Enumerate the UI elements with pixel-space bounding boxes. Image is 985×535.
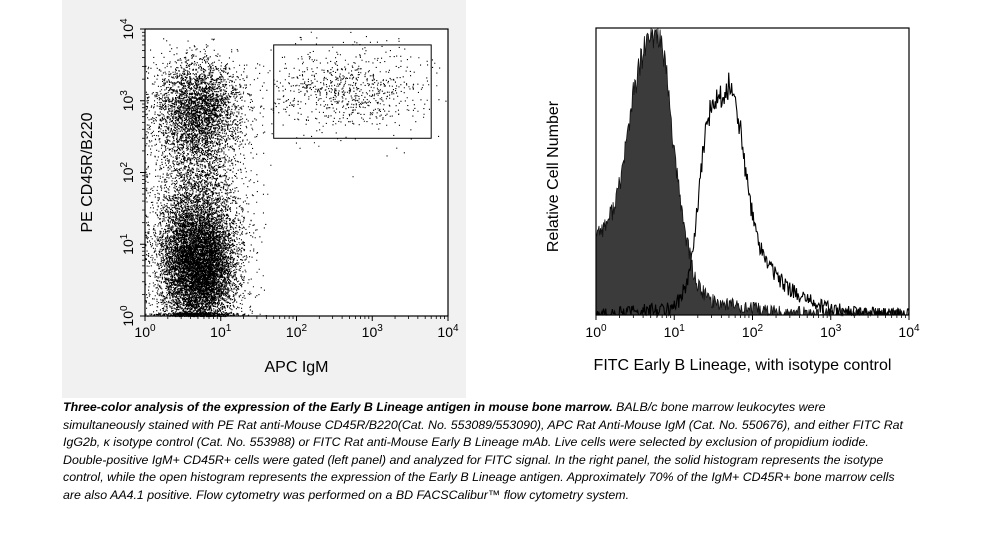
hist-x-tick-label-4: 104 (898, 323, 920, 340)
histogram-early-b-open (596, 72, 910, 318)
figure-caption: Three-color analysis of the expression o… (63, 399, 903, 505)
scatter-y-tick-label-2: 102 (119, 161, 136, 183)
histogram-isotype-filled (595, 27, 910, 317)
hist-x-tick-label-0: 100 (585, 323, 607, 340)
scatter-x-axis-label: APC IgM (264, 359, 328, 376)
hist-x-tick-label-3: 103 (820, 323, 842, 340)
scatter-x-tick-label-0: 100 (134, 323, 156, 340)
scatter-events (145, 31, 447, 318)
gate-region (273, 44, 432, 139)
scatter-y-tick-label-3: 103 (119, 90, 136, 112)
scatter-x-tick-label-4: 104 (437, 323, 459, 340)
scatter-x-tick-label-1: 101 (210, 323, 232, 340)
scatter-y-tick-label-1: 101 (119, 233, 136, 255)
hist-x-tick-label-1: 101 (664, 323, 686, 340)
scatter-x-tick-label-2: 102 (286, 323, 308, 340)
caption-title: Three-color analysis of the expression o… (63, 400, 613, 414)
scatter-y-axis-label: PE CD45R/B220 (79, 112, 96, 232)
scatter-x-tick-label-3: 103 (362, 323, 384, 340)
hist-x-tick-label-2: 102 (742, 323, 764, 340)
scatter-y-tick-label-0: 100 (119, 305, 136, 327)
histogram-plot-panel: 100 101 102 103 104 FITC Early B Lineage, wit… (545, 27, 920, 374)
histogram-x-axis-label: FITC Early B Lineage, with isotype contr… (594, 357, 892, 374)
caption-body: BALB/c bone marrow leukocytes were simul… (63, 400, 903, 502)
histogram-y-axis-label: Relative Cell Number (545, 100, 562, 252)
scatter-y-tick-label-4: 104 (119, 18, 136, 40)
